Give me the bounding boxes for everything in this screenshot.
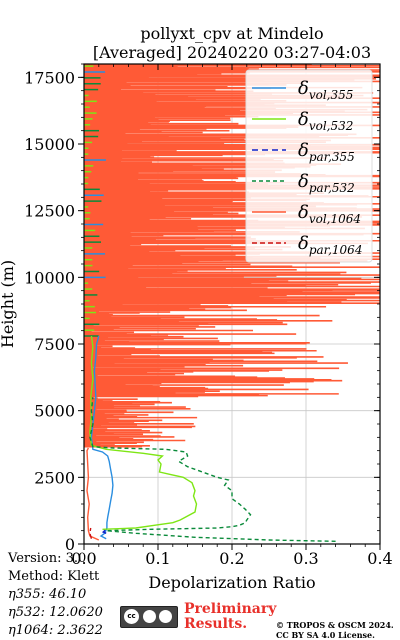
x-tick-label: 0.4: [367, 549, 392, 568]
chart-subtitle: [Averaged] 20240220 03:27-04:03: [93, 43, 371, 62]
series-line: [89, 397, 336, 542]
legend-label: δvol,532: [298, 109, 353, 133]
x-axis-label: Depolarization Ratio: [148, 573, 315, 592]
eta355-text: η355: 46.10: [8, 587, 87, 602]
series-line: [86, 447, 100, 541]
legend-label: δvol,355: [298, 78, 353, 102]
series-lines: [86, 335, 336, 542]
y-tick-label: 12500: [24, 202, 75, 221]
y-tick-label: 5000: [34, 402, 75, 421]
tick-labels: 0.0 0.1 0.2 0.3 0.4 0 2500 5000 7500 10000 12500 15…: [24, 68, 393, 568]
eta1064-text: η1064: 2.3622: [8, 623, 103, 638]
license-line-2: CC BY SA 4.0 License.: [276, 630, 375, 640]
legend-label: δpar,532: [298, 171, 355, 195]
series-line: [89, 335, 198, 530]
license-text: © TROPOS & OSCM 2024. CC BY SA 4.0 Licen…: [276, 620, 394, 640]
legend-label: δvol,1064: [298, 202, 361, 226]
series-line: [101, 528, 107, 534]
y-tick-label: 7500: [34, 335, 75, 354]
license-line-1: © TROPOS & OSCM 2024.: [276, 620, 394, 630]
preliminary-line-2: Results.: [184, 616, 248, 632]
x-tick-label: 0.0: [71, 549, 96, 568]
legend-box: [245, 69, 373, 263]
legend-label: δpar,355: [298, 140, 355, 164]
cc-by-sa-icon: cc: [120, 606, 178, 628]
series-line: [90, 335, 114, 540]
legend: δvol,355 δvol,532 δpar,355 δpar,532 δvol,106…: [245, 69, 373, 263]
y-tick-label: 0: [65, 535, 75, 554]
x-tick-label: 0.1: [145, 549, 170, 568]
y-tick-label: 10000: [24, 268, 75, 287]
method-text: Method: Klett: [8, 569, 100, 584]
chart-title: pollyxt_cpv at Mindelo: [140, 24, 323, 43]
preliminary-notice: Preliminary Results.: [184, 602, 276, 632]
version-text: Version: 3.0: [8, 551, 87, 566]
depolarization-chart: 0.0 0.1 0.2 0.3 0.4 0 2500 5000 7500 10000 12500 15…: [0, 24, 393, 592]
eta532-text: η532: 12.0620: [8, 605, 103, 620]
legend-label: δpar,1064: [298, 233, 362, 257]
x-tick-label: 0.3: [293, 549, 318, 568]
y-axis-label: Height (m): [0, 260, 17, 348]
series-line: [89, 527, 93, 539]
y-tick-label: 15000: [24, 135, 75, 154]
y-tick-label: 17500: [24, 68, 75, 87]
footer-info: Version: 3.0 Method: Klett η355: 46.10 η…: [8, 550, 118, 640]
tick-marks: [78, 63, 381, 550]
preliminary-line-1: Preliminary: [184, 601, 277, 617]
x-tick-label: 0.2: [219, 549, 244, 568]
y-tick-label: 2500: [34, 468, 75, 487]
